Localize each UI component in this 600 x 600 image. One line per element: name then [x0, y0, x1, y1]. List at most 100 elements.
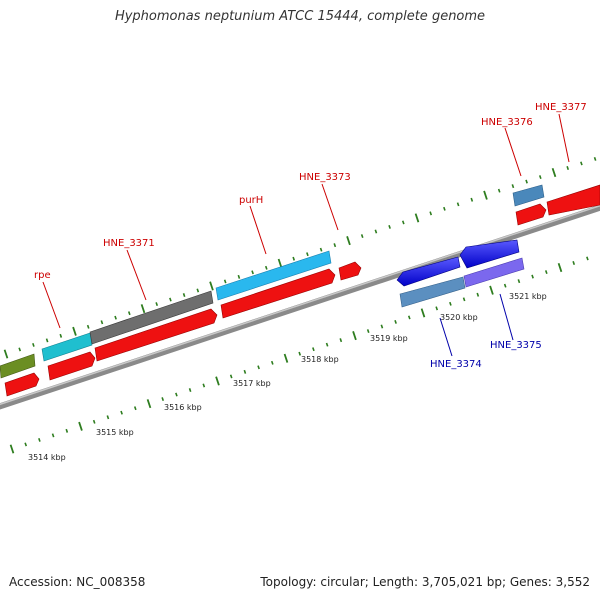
minor-tick	[120, 410, 123, 415]
minor-tick	[374, 229, 378, 234]
minor-tick	[593, 156, 597, 161]
map-title: Hyphomonas neptunium ATCC 15444, complet…	[114, 9, 486, 24]
major-tick	[557, 262, 563, 273]
gene-label-purh: purH	[239, 195, 263, 206]
gene-labels: rpe HNE_3371 purH HNE_3373 HNE_3376 HNE_…	[34, 102, 587, 370]
minor-tick	[394, 320, 397, 324]
minor-tick	[339, 338, 343, 343]
minor-tick	[470, 197, 474, 202]
minor-tick	[237, 274, 241, 279]
minor-tick	[586, 256, 589, 261]
minor-tick	[401, 220, 405, 225]
gene-label-hne3377: HNE_3377	[535, 102, 587, 113]
major-tick	[78, 421, 83, 431]
accession-label: Accession: NC_008358	[9, 575, 146, 589]
genome-backbone	[0, 204, 600, 410]
reverse-cds-arrow	[459, 239, 520, 269]
minor-tick	[312, 347, 315, 352]
minor-tick	[388, 225, 391, 229]
minor-tick	[32, 342, 35, 347]
minor-tick	[435, 306, 439, 311]
minor-tick	[229, 374, 233, 379]
minor-tick	[24, 442, 28, 447]
minor-tick	[182, 293, 186, 297]
minor-tick	[243, 369, 247, 374]
major-tick	[209, 281, 214, 291]
major-tick	[72, 326, 77, 336]
scale-label: 3515 kbp	[96, 428, 134, 437]
minor-tick	[525, 179, 528, 184]
minor-tick	[333, 243, 337, 248]
scale-label: 3520 kbp	[440, 313, 478, 322]
minor-tick	[456, 202, 460, 207]
minor-tick	[566, 166, 570, 170]
cds-arrow	[4, 372, 40, 397]
gene-track-upper	[0, 184, 545, 379]
minor-tick	[202, 383, 206, 388]
scale-label: 3516 kbp	[164, 403, 202, 412]
minor-tick	[270, 360, 274, 365]
major-tick	[277, 258, 283, 268]
major-tick	[489, 285, 494, 295]
minor-tick	[169, 297, 172, 302]
minor-tick	[298, 351, 302, 356]
major-tick	[346, 236, 351, 246]
scale-label: 3517 kbp	[233, 379, 271, 388]
minor-tick	[544, 270, 548, 275]
minor-tick	[45, 338, 49, 343]
minor-tick	[257, 365, 260, 370]
minor-tick	[538, 175, 542, 180]
cds-arrow	[47, 351, 96, 381]
minor-tick	[360, 234, 364, 239]
scale-labels: 3514 kbp 3515 kbp 3516 kbp 3517 kbp 3518…	[28, 292, 547, 462]
minor-tick	[380, 324, 384, 329]
gene-label-hne3374: HNE_3374	[430, 359, 482, 370]
minor-tick	[38, 437, 41, 442]
major-tick	[215, 376, 220, 386]
minor-tick	[251, 270, 254, 275]
scale-label: 3518 kbp	[301, 355, 339, 364]
cds-arrow	[220, 268, 336, 319]
cds-arrow	[338, 261, 362, 281]
upper-tick-track	[3, 156, 597, 359]
major-tick	[551, 167, 557, 178]
minor-tick	[86, 324, 90, 329]
minor-tick	[366, 329, 370, 334]
lower-tick-track	[9, 256, 589, 454]
cds-track	[4, 184, 600, 397]
minor-tick	[114, 315, 117, 320]
scale-label: 3521 kbp	[509, 292, 547, 301]
minor-tick	[531, 274, 534, 279]
gene-label-hne3373: HNE_3373	[299, 172, 351, 183]
minor-tick	[175, 392, 178, 397]
minor-tick	[449, 301, 452, 306]
major-tick	[352, 331, 357, 341]
major-tick	[483, 190, 488, 200]
minor-tick	[462, 297, 466, 302]
minor-tick	[223, 279, 227, 284]
minor-tick	[100, 320, 104, 325]
minor-tick	[18, 347, 22, 352]
gene-label-hne3371: HNE_3371	[103, 238, 155, 249]
minor-tick	[155, 302, 159, 307]
major-tick	[146, 399, 152, 409]
minor-tick	[517, 279, 521, 284]
gene-feature-purh	[215, 250, 332, 301]
gene-feature-hne3375	[463, 257, 525, 288]
gene-label-rpe: rpe	[34, 270, 51, 281]
minor-tick	[188, 388, 192, 392]
cds-arrow	[515, 203, 547, 226]
genome-stats-label: Topology: circular; Length: 3,705,021 bp…	[260, 575, 590, 589]
minor-tick	[497, 188, 501, 193]
minor-tick	[196, 288, 200, 293]
major-tick	[3, 349, 9, 359]
minor-tick	[319, 247, 323, 252]
major-tick	[9, 444, 15, 454]
cds-arrow	[546, 184, 600, 216]
minor-tick	[264, 265, 268, 270]
scale-label: 3519 kbp	[370, 334, 408, 343]
minor-tick	[407, 315, 411, 320]
gene-feature-rpe	[41, 332, 93, 362]
minor-tick	[292, 256, 296, 261]
